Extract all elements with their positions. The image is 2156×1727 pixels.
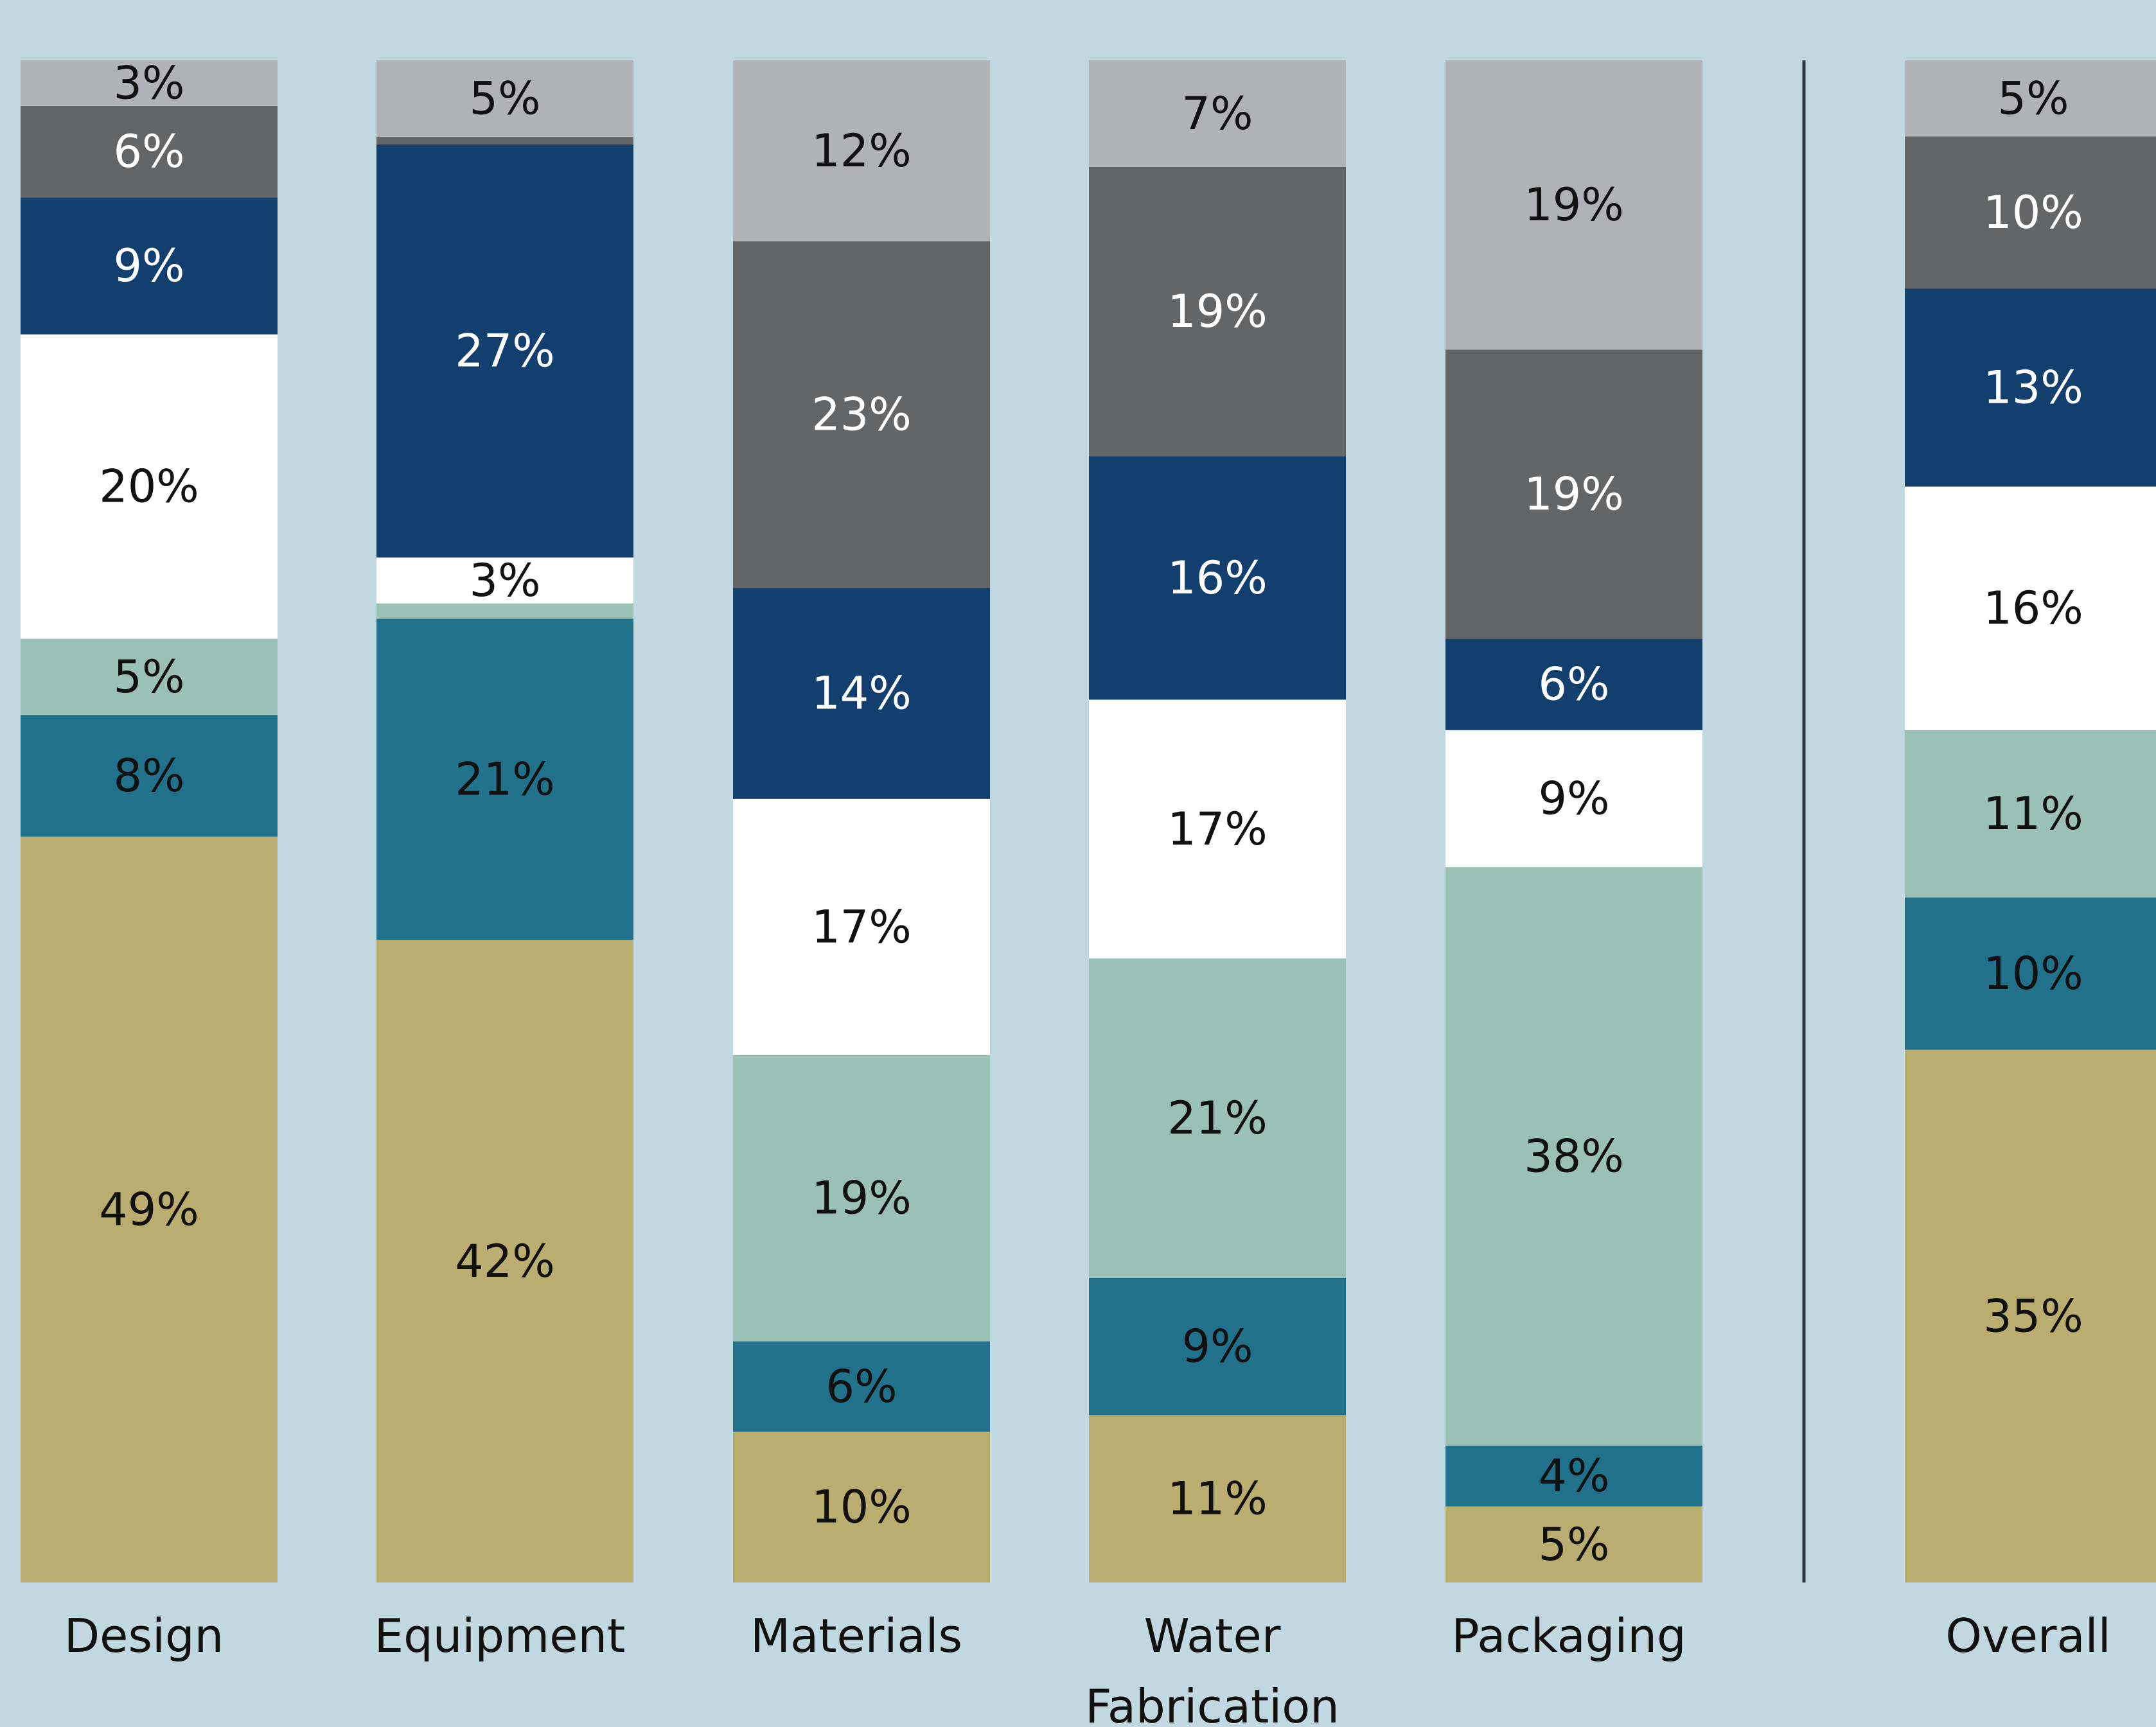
data-label-equipment-6: 5% <box>469 73 540 125</box>
data-label-water-fabrication-2: 21% <box>1167 1092 1268 1144</box>
data-label-packaging-6: 19% <box>1524 179 1624 231</box>
bar-segment-packaging-5 <box>1445 349 1702 639</box>
bar-segment-packaging-1 <box>1445 1445 1702 1507</box>
data-label-design-3: 20% <box>99 460 199 513</box>
bar-segment-packaging-2 <box>1445 867 1702 1446</box>
data-label-packaging-0: 5% <box>1538 1518 1609 1571</box>
category-label-equipment: Equipment <box>375 1609 626 1663</box>
data-label-materials-6: 12% <box>811 125 912 177</box>
bar-segment-overall-0 <box>1905 1049 2156 1582</box>
bar-segment-overall-5 <box>1905 136 2156 289</box>
data-label-design-6: 3% <box>113 57 184 110</box>
data-label-water-fabrication-5: 19% <box>1167 285 1268 338</box>
bar-segment-materials-3 <box>733 798 990 1055</box>
bar-segment-design-3 <box>21 334 278 639</box>
data-label-materials-1: 6% <box>826 1360 897 1413</box>
bar-segment-design-1 <box>21 715 278 837</box>
bar-segment-design-0 <box>21 836 278 1582</box>
bar-segment-water-fabrication-0 <box>1089 1415 1346 1582</box>
data-label-materials-2: 19% <box>811 1172 912 1225</box>
bar-segment-equipment-4 <box>376 145 633 558</box>
data-label-overall-0: 35% <box>1983 1290 2083 1342</box>
data-label-packaging-1: 4% <box>1538 1450 1609 1502</box>
data-label-overall-4: 13% <box>1983 362 2083 414</box>
bar-segment-materials-6 <box>733 60 990 241</box>
category-label-design: Design <box>64 1609 224 1663</box>
bar-segment-design-2 <box>21 638 278 715</box>
category-label-materials: Materials <box>750 1609 962 1663</box>
bar-segment-materials-1 <box>733 1341 990 1432</box>
data-label-materials-5: 23% <box>811 388 912 441</box>
category-label-overall: Overall <box>1945 1609 2110 1663</box>
bar-segment-materials-4 <box>733 588 990 799</box>
data-label-water-fabrication-1: 9% <box>1181 1320 1253 1373</box>
data-label-water-fabrication-0: 11% <box>1167 1473 1268 1525</box>
data-label-design-0: 49% <box>99 1183 199 1236</box>
data-label-overall-3: 16% <box>1983 582 2083 635</box>
bar-segment-overall-4 <box>1905 288 2156 487</box>
bar-segment-materials-5 <box>733 241 990 588</box>
category-label-water-fabrication-line-0: Water <box>1144 1609 1281 1663</box>
data-label-equipment-3: 3% <box>469 554 540 607</box>
data-label-equipment-1: 21% <box>455 753 555 805</box>
bar-segment-equipment-5 <box>376 137 633 145</box>
bar-segment-packaging-3 <box>1445 730 1702 868</box>
bar-segment-design-5 <box>21 106 278 198</box>
data-label-design-1: 8% <box>113 750 184 802</box>
data-label-overall-5: 10% <box>1983 186 2083 239</box>
data-label-packaging-2: 38% <box>1524 1130 1624 1182</box>
data-label-water-fabrication-4: 16% <box>1167 552 1268 604</box>
bar-segment-equipment-1 <box>376 618 633 940</box>
bar-segment-materials-0 <box>733 1432 990 1582</box>
data-label-water-fabrication-6: 7% <box>1181 87 1253 140</box>
category-label-water-fabrication-line-1: Fabrication <box>1085 1679 1339 1727</box>
bar-segment-packaging-4 <box>1445 638 1702 730</box>
data-label-overall-1: 10% <box>1983 947 2083 1000</box>
bar-segment-packaging-0 <box>1445 1506 1702 1582</box>
bar-segment-water-fabrication-3 <box>1089 699 1346 959</box>
bar-segment-water-fabrication-6 <box>1089 60 1346 167</box>
data-label-materials-0: 10% <box>811 1481 912 1534</box>
bar-segment-equipment-6 <box>376 60 633 137</box>
data-label-design-4: 9% <box>113 240 184 292</box>
data-label-equipment-0: 42% <box>455 1235 555 1288</box>
bar-segment-equipment-2 <box>376 603 633 619</box>
data-label-overall-6: 5% <box>1997 72 2069 125</box>
bar-segment-water-fabrication-5 <box>1089 166 1346 457</box>
data-label-packaging-5: 19% <box>1524 468 1624 520</box>
bar-segment-materials-2 <box>733 1055 990 1342</box>
bar-segment-design-6 <box>21 60 278 107</box>
bar-segment-water-fabrication-1 <box>1089 1278 1346 1416</box>
data-label-design-5: 6% <box>113 125 184 178</box>
data-label-water-fabrication-3: 17% <box>1167 803 1268 855</box>
bar-segment-overall-6 <box>1905 60 2156 137</box>
data-label-materials-4: 14% <box>811 667 912 720</box>
bar-segment-overall-2 <box>1905 730 2156 898</box>
category-label-packaging: Packaging <box>1451 1609 1686 1663</box>
data-label-packaging-3: 9% <box>1538 772 1609 825</box>
bar-segment-overall-3 <box>1905 486 2156 730</box>
bar-segment-water-fabrication-4 <box>1089 456 1346 700</box>
bar-segment-equipment-3 <box>376 557 633 604</box>
data-label-design-2: 5% <box>113 651 184 703</box>
bar-segment-water-fabrication-2 <box>1089 958 1346 1278</box>
data-label-packaging-4: 6% <box>1538 658 1609 711</box>
bar-segment-packaging-6 <box>1445 60 1702 350</box>
data-label-materials-3: 17% <box>811 900 912 953</box>
bar-segment-design-4 <box>21 197 278 335</box>
data-label-overall-2: 11% <box>1983 787 2083 840</box>
data-label-equipment-4: 27% <box>455 325 555 378</box>
bar-segment-equipment-0 <box>376 940 633 1582</box>
bar-segment-overall-1 <box>1905 897 2156 1050</box>
